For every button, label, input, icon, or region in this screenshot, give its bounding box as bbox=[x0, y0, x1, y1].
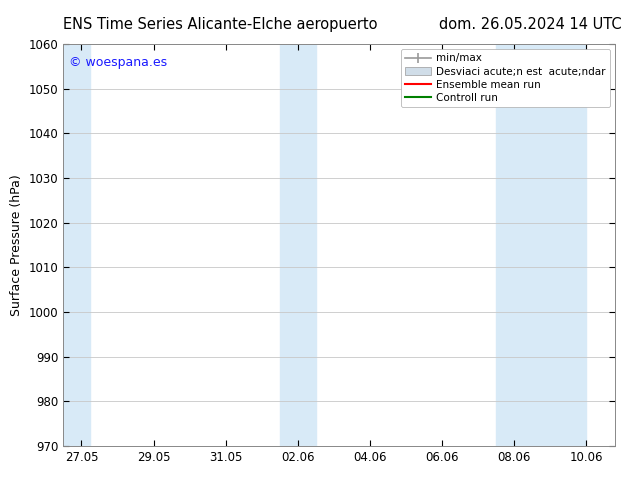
Text: ENS Time Series Alicante-Elche aeropuerto: ENS Time Series Alicante-Elche aeropuert… bbox=[63, 17, 378, 32]
Text: © woespana.es: © woespana.es bbox=[69, 56, 167, 69]
Legend: min/max, Desviaci acute;n est  acute;ndar, Ensemble mean run, Controll run: min/max, Desviaci acute;n est acute;ndar… bbox=[401, 49, 610, 107]
Bar bbox=[514, 44, 586, 446]
Text: dom. 26.05.2024 14 UTC: dom. 26.05.2024 14 UTC bbox=[439, 17, 621, 32]
Bar bbox=[63, 44, 91, 446]
Y-axis label: Surface Pressure (hPa): Surface Pressure (hPa) bbox=[10, 174, 23, 316]
Bar bbox=[496, 44, 514, 446]
Bar bbox=[298, 44, 316, 446]
Bar bbox=[280, 44, 298, 446]
